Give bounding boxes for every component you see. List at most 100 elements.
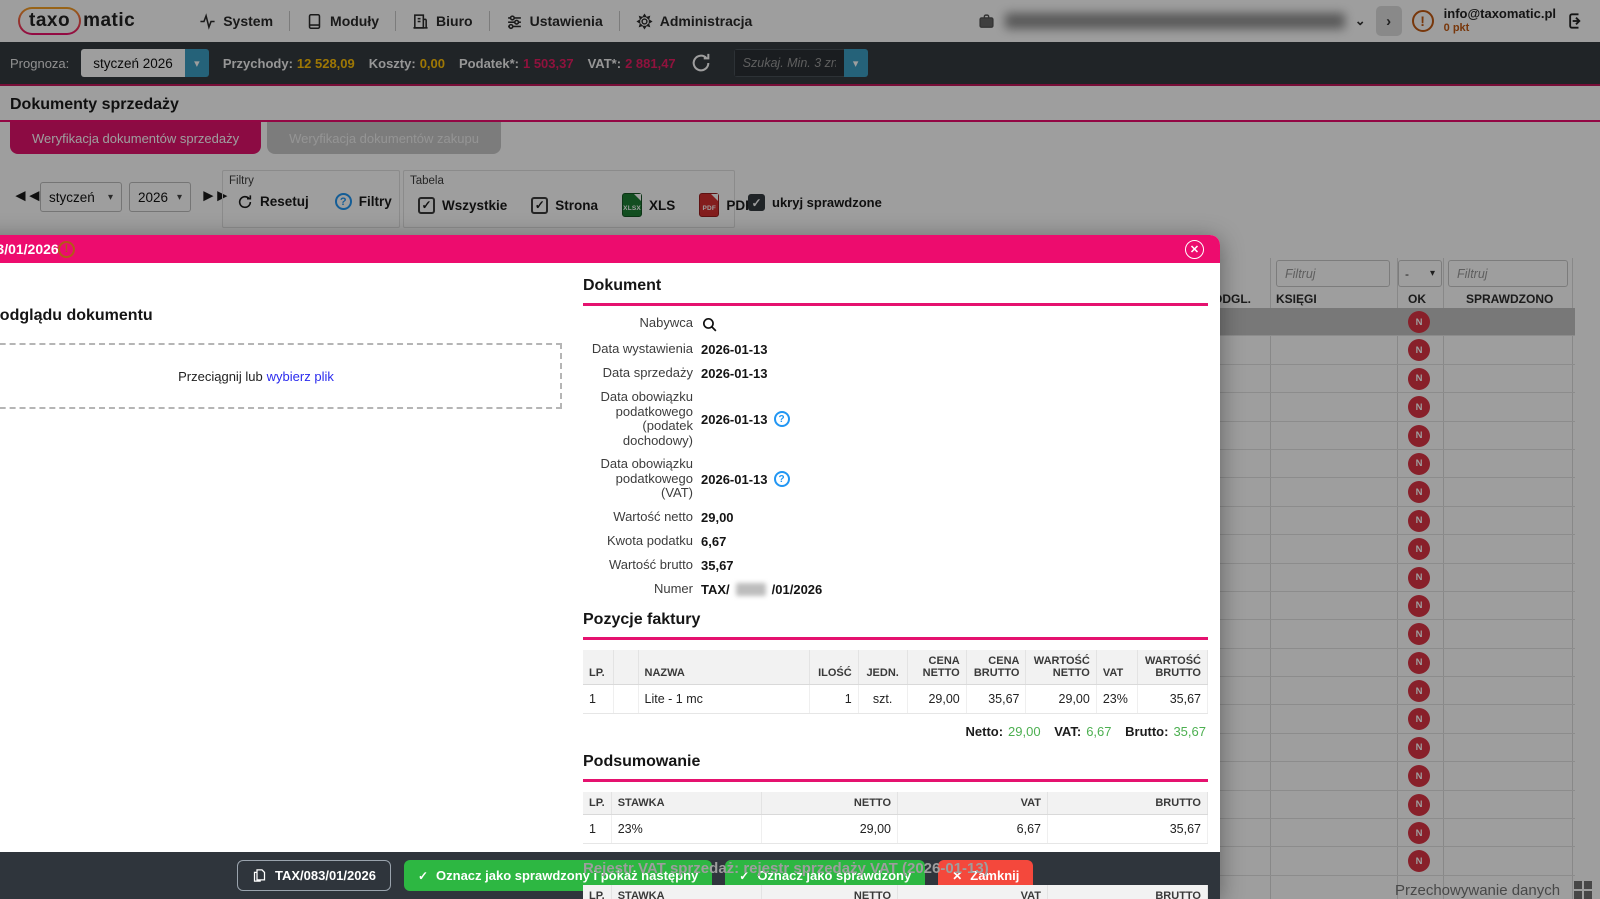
tab-weryfikacja-sprzedazy[interactable]: Weryfikacja dokumentów sprzedaży [10, 122, 262, 154]
table-row[interactable]: N [1150, 592, 1575, 621]
search-input[interactable] [733, 49, 844, 77]
table-row[interactable]: N [1150, 393, 1575, 422]
section-podsumowanie: Podsumowanie [583, 752, 701, 770]
table-row[interactable]: N [1150, 791, 1575, 820]
document-number-button[interactable]: TAX/083/01/2026 [237, 860, 391, 891]
month-select[interactable]: styczeń ▾ [40, 182, 122, 212]
account-info[interactable]: info@taxomatic.pl 0 pkt [1444, 6, 1556, 35]
select-all-checkbox[interactable]: ✓ Wszystkie [418, 196, 507, 214]
table-row[interactable]: N [1150, 336, 1575, 365]
status-badge[interactable]: N [1408, 538, 1430, 561]
export-xls-button[interactable]: XLSX XLS [622, 193, 675, 217]
metric-przychody: Przychody: 12 528,09 [222, 55, 355, 71]
logout-icon[interactable] [1566, 11, 1586, 31]
table-row[interactable]: N [1150, 620, 1575, 649]
status-badge[interactable]: N [1408, 651, 1430, 674]
menu-item-ustawienia[interactable]: Ustawienia [490, 0, 619, 42]
select-page-checkbox[interactable]: ✓ Strona [531, 196, 598, 214]
table-row[interactable]: N [1150, 422, 1575, 450]
status-badge[interactable]: N [1408, 680, 1430, 703]
filters-legend: Filtry [229, 175, 254, 187]
table-row[interactable]: N [1150, 762, 1575, 791]
hide-checked-checkbox[interactable]: ✓ ukryj sprawdzone [748, 194, 882, 211]
status-badge[interactable]: N [1408, 623, 1430, 646]
menu-divider [289, 11, 291, 31]
table-row[interactable]: N [1150, 847, 1575, 876]
chevron-down-icon[interactable]: ⌄ [1354, 13, 1366, 28]
warning-icon[interactable]: ! [58, 240, 75, 258]
prev-month-button[interactable]: ◄◄ [12, 186, 43, 205]
page-title: Dokumenty sprzedaży [10, 96, 179, 113]
choose-file-link[interactable]: wybierz plik [266, 368, 334, 384]
numer-suffix: /01/2026 [771, 581, 823, 597]
search-icon[interactable] [701, 316, 718, 333]
export-pdf-button[interactable]: PDF PDF [699, 193, 753, 217]
forecast-bar: Prognoza: styczeń 2026 ▾ Przychody: 12 52… [0, 42, 1600, 84]
filters-group: Filtry Resetuj ? Filtry [222, 170, 400, 228]
help-icon[interactable]: ? [773, 411, 790, 428]
next-company-button[interactable]: › [1375, 6, 1402, 36]
status-badge[interactable]: N [1408, 736, 1430, 759]
table-row[interactable]: N [1150, 705, 1575, 734]
help-icon[interactable]: ? [773, 471, 790, 487]
filter-ksiegi-input[interactable] [1276, 260, 1390, 287]
alert-icon[interactable]: ! [1411, 10, 1434, 32]
close-icon[interactable]: ✕ [1185, 239, 1204, 259]
top-navigation-bar: taxo matic System Moduły Biuro [0, 0, 1600, 42]
metric-koszty: Koszty: 0,00 [368, 55, 446, 71]
tab-weryfikacja-zakupu[interactable]: Weryfikacja dokumentów zakupu [267, 122, 501, 154]
status-badge[interactable]: N [1408, 566, 1430, 589]
table-row[interactable]: N [1150, 677, 1575, 706]
status-badge[interactable]: N [1408, 367, 1430, 390]
col-vat: VAT [1096, 649, 1138, 685]
table-row[interactable]: N [1150, 734, 1575, 763]
status-badge[interactable]: N [1408, 793, 1430, 816]
menu-item-biuro[interactable]: Biuro [396, 0, 489, 42]
status-badge[interactable]: N [1408, 708, 1430, 731]
field-value: 29,00 [701, 509, 734, 525]
status-badge[interactable]: N [1408, 481, 1430, 504]
menu-item-moduly[interactable]: Moduły [290, 0, 395, 42]
table-row-selected[interactable]: N [1150, 308, 1575, 337]
filter-sprawdzono-input[interactable] [1448, 260, 1568, 287]
status-badge[interactable]: N [1408, 594, 1430, 617]
filter-ok-select[interactable]: - ▾ [1398, 260, 1442, 287]
year-select[interactable]: 2026 ▾ [129, 182, 191, 212]
status-badge[interactable]: N [1408, 452, 1430, 475]
storage-footer: Przechowywanie danych MicrosoftAzure [1395, 876, 1600, 899]
invoice-item-row: 1 Lite - 1 mc 1 szt. 29,00 35,67 29,00 2… [583, 684, 1209, 714]
status-badge[interactable]: N [1408, 765, 1430, 788]
table-row[interactable]: N [1150, 365, 1575, 394]
filters-button[interactable]: ? Filtry [334, 193, 392, 210]
file-dropzone[interactable]: Przeciągnij lub wybierz plik [0, 343, 562, 409]
field-label: Nabywca [639, 315, 693, 330]
table-row[interactable]: N [1150, 507, 1575, 536]
status-badge[interactable]: N [1408, 850, 1430, 873]
office-icon [413, 13, 428, 29]
status-badge[interactable]: N [1408, 822, 1430, 845]
document-verification-modal: TAX/083/01/2026 ! ✕ Brak podglądu dokume… [0, 235, 1220, 899]
table-row[interactable]: N [1150, 819, 1575, 848]
table-row[interactable]: N [1150, 649, 1575, 678]
field-data-wystawienia: Data wystawienia 2026-01-13 [583, 341, 1208, 357]
table-row[interactable]: N [1150, 535, 1575, 564]
status-badge[interactable]: N [1408, 509, 1430, 532]
documents-table: -▾ PODGL. KSIĘGI OK SPRAWDZONO N N N N N… [1150, 236, 1575, 899]
status-badge[interactable]: N [1408, 424, 1430, 447]
search-options-button[interactable]: ▾ [843, 49, 868, 77]
app-logo[interactable]: taxo matic [18, 7, 135, 35]
reset-filters-button[interactable]: Resetuj [237, 194, 309, 210]
table-row[interactable]: N [1150, 564, 1575, 592]
status-badge[interactable]: N [1408, 396, 1430, 419]
table-row[interactable]: N [1150, 450, 1575, 479]
field-label: Data sprzedaży [602, 365, 693, 380]
total-vat: 6,67 [1086, 723, 1112, 739]
menu-item-system[interactable]: System [183, 0, 289, 42]
menu-item-administracja[interactable]: Administracja [620, 0, 769, 42]
forecast-period-select[interactable]: styczeń 2026 ▾ [81, 49, 209, 77]
refresh-icon[interactable] [690, 52, 712, 74]
table-row[interactable]: N [1150, 478, 1575, 507]
status-badge[interactable]: N [1408, 339, 1430, 362]
company-name-redacted[interactable] [1004, 13, 1345, 29]
status-badge[interactable]: N [1408, 311, 1430, 333]
